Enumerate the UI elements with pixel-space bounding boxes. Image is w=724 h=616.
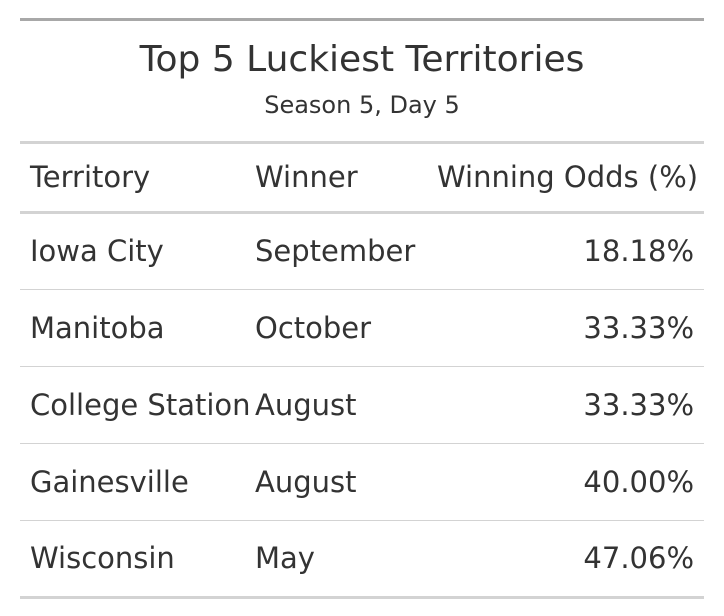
table-subtitle: Season 5, Day 5 (264, 91, 460, 119)
odds-cell: 33.33% (427, 289, 704, 367)
territory-cell: College Station (20, 366, 253, 444)
data-table: Territory Winner Winning Odds (%) Iowa C… (20, 144, 704, 599)
territory-cell: Manitoba (20, 289, 253, 367)
table-row: Iowa City September 18.18% (20, 212, 704, 290)
table-row: Wisconsin May 47.06% (20, 520, 704, 599)
odds-cell: 47.06% (427, 520, 704, 599)
territory-cell: Gainesville (20, 443, 253, 521)
territory-cell: Wisconsin (20, 520, 253, 599)
header-row: Territory Winner Winning Odds (%) (20, 144, 704, 214)
odds-cell: 18.18% (427, 212, 704, 290)
territory-cell: Iowa City (20, 212, 253, 290)
winner-cell: September (253, 212, 427, 290)
results-table: Top 5 Luckiest Territories Season 5, Day… (20, 18, 704, 599)
winner-cell: August (253, 443, 427, 521)
column-header-winning-odds: Winning Odds (%) (427, 144, 704, 214)
column-header-winner: Winner (253, 144, 427, 214)
winner-cell: May (253, 520, 427, 599)
column-header-territory: Territory (20, 144, 253, 214)
odds-cell: 33.33% (427, 366, 704, 444)
table-row: College Station August 33.33% (20, 366, 704, 444)
winner-cell: October (253, 289, 427, 367)
table-heading: Top 5 Luckiest Territories Season 5, Day… (20, 21, 704, 144)
table-row: Manitoba October 33.33% (20, 289, 704, 367)
odds-cell: 40.00% (427, 443, 704, 521)
table-row: Gainesville August 40.00% (20, 443, 704, 521)
table-title: Top 5 Luckiest Territories (139, 39, 585, 80)
top-rule (20, 18, 704, 21)
winner-cell: August (253, 366, 427, 444)
